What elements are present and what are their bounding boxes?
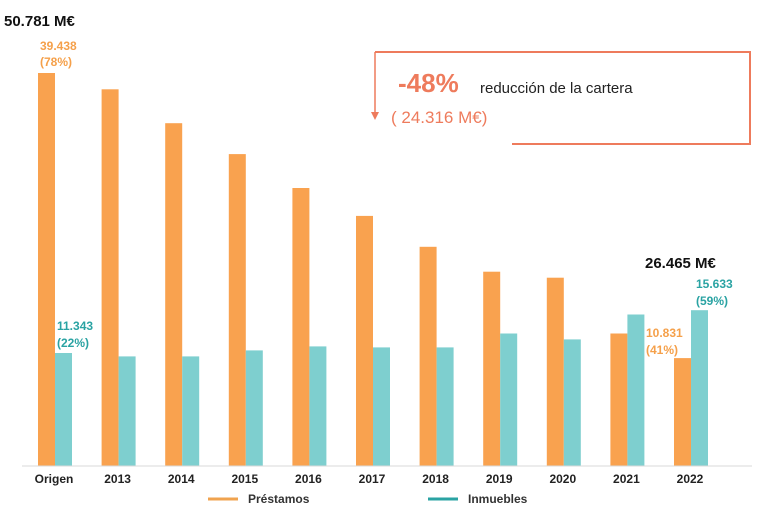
bar-inmuebles-2016 [309, 346, 327, 466]
bar-inmuebles-2014 [182, 356, 200, 466]
legend-label-prestamos: Préstamos [248, 492, 310, 506]
origin-realestate-pct: (22%) [57, 336, 89, 350]
bar-inmuebles-2013 [118, 356, 136, 466]
reduction-text: reducción de la cartera [480, 80, 633, 97]
bar-inmuebles-2022 [691, 310, 708, 466]
x-tick-2017: 2017 [359, 472, 386, 486]
bar-inmuebles-2017 [373, 347, 390, 466]
final-realestate-pct: (59%) [696, 294, 728, 308]
x-tick-2013: 2013 [104, 472, 131, 486]
bar-prestamos-2019 [483, 271, 501, 466]
origin-total-label: 50.781 M€ [4, 13, 76, 30]
bar-prestamos-2017 [356, 215, 373, 466]
bar-prestamos-2018 [419, 246, 437, 466]
final-total-label: 26.465 M€ [645, 255, 717, 272]
x-tick-2018: 2018 [422, 472, 449, 486]
reduction-amount: ( 24.316 M€) [391, 108, 487, 127]
bar-prestamos-2020 [546, 277, 564, 466]
x-tick-labels: Origen 2013 2014 2015 2016 2017 2018 2019 2020 20… [35, 472, 704, 486]
callout-border [375, 51, 751, 145]
bar-prestamos-2013 [101, 89, 119, 467]
final-realestate-value: 15.633 [696, 277, 733, 291]
bars-group [38, 73, 708, 467]
bar-prestamos-2021 [610, 333, 628, 466]
x-tick-2019: 2019 [486, 472, 513, 486]
x-tick-2015: 2015 [231, 472, 258, 486]
callout-arrow-head-icon [371, 112, 379, 120]
legend-label-inmuebles: Inmuebles [468, 492, 528, 506]
bar-inmuebles-origen [55, 353, 72, 466]
origin-loans-value: 39.438 [40, 39, 77, 53]
bar-inmuebles-2019 [500, 333, 518, 466]
bar-prestamos-2015 [228, 154, 246, 466]
bar-inmuebles-2021 [627, 314, 645, 466]
x-tick-2014: 2014 [168, 472, 195, 486]
x-tick-2020: 2020 [549, 472, 576, 486]
bar-inmuebles-2015 [245, 350, 263, 466]
final-loans-value: 10.831 [646, 326, 683, 340]
origin-loans-pct: (78%) [40, 55, 72, 69]
origin-realestate-value: 11.343 [57, 319, 93, 333]
bar-inmuebles-2018 [436, 347, 454, 466]
bar-prestamos-2022 [674, 358, 691, 466]
bar-prestamos-origen [38, 73, 55, 466]
final-loans-pct: (41%) [646, 343, 678, 357]
legend: Préstamos Inmuebles [208, 492, 528, 506]
x-tick-2021: 2021 [613, 472, 640, 486]
bar-prestamos-2016 [292, 188, 310, 466]
x-tick-origen: Origen [35, 472, 74, 486]
reduction-callout: -48% reducción de la cartera ( 24.316 M€… [371, 51, 751, 145]
x-tick-2016: 2016 [295, 472, 322, 486]
bar-inmuebles-2020 [563, 339, 581, 466]
x-tick-2022: 2022 [677, 472, 704, 486]
bar-prestamos-2014 [165, 123, 183, 466]
reduction-percent: -48% [398, 68, 459, 98]
